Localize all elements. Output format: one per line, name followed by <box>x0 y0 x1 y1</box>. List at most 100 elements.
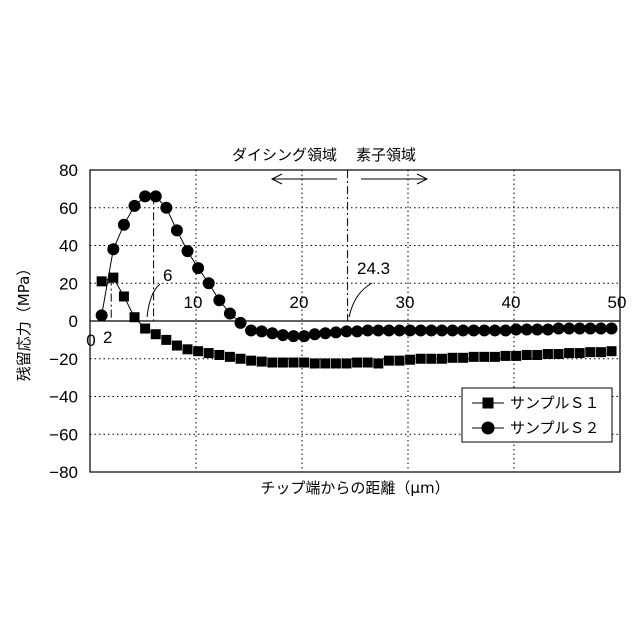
data-point-square <box>532 350 542 360</box>
data-point-square <box>310 358 320 368</box>
data-point-circle <box>542 323 554 335</box>
data-point-circle <box>489 324 501 336</box>
data-point-circle <box>341 325 353 337</box>
y-tick-label: 0 <box>69 312 78 331</box>
data-point-circle <box>288 330 300 342</box>
data-point-circle <box>309 328 321 340</box>
data-point-circle <box>372 324 384 336</box>
data-point-square <box>490 352 500 362</box>
peak-label: 6 <box>163 266 172 285</box>
data-point-circle <box>171 224 183 236</box>
x-tick-label: 30 <box>396 293 415 312</box>
data-point-circle <box>563 323 575 335</box>
data-point-square <box>607 346 617 356</box>
data-point-circle <box>436 324 448 336</box>
data-point-circle <box>553 323 565 335</box>
data-point-square <box>448 353 458 363</box>
data-point-circle <box>256 325 268 337</box>
data-point-circle <box>298 330 310 342</box>
data-point-square <box>384 356 394 366</box>
data-point-square <box>183 344 193 354</box>
data-point-square <box>299 358 309 368</box>
data-point-square <box>140 324 150 334</box>
data-point-square <box>395 356 405 366</box>
region-label-element: 素子領域 <box>356 146 416 164</box>
data-point-square <box>267 358 277 368</box>
marker-label: 2 <box>103 328 112 347</box>
data-point-circle <box>96 309 108 321</box>
data-point-square <box>257 357 267 367</box>
data-point-circle <box>394 324 406 336</box>
data-point-circle <box>245 324 257 336</box>
data-point-circle <box>192 262 204 274</box>
x-axis-title: チップ端からの距離（μm） <box>260 479 449 497</box>
data-point-circle <box>330 326 342 338</box>
y-tick-label: 60 <box>59 199 78 218</box>
data-point-square <box>225 352 235 362</box>
y-tick-label: −60 <box>49 425 78 444</box>
data-point-circle <box>457 324 469 336</box>
data-point-square <box>458 353 468 363</box>
data-point-square <box>543 349 553 359</box>
data-point-square <box>596 347 606 357</box>
data-point-circle <box>383 324 395 336</box>
data-point-square <box>320 358 330 368</box>
data-point-square <box>405 355 415 365</box>
data-point-circle <box>595 323 607 335</box>
data-point-circle <box>129 200 141 212</box>
data-point-square <box>161 335 171 345</box>
data-point-circle <box>139 190 151 202</box>
data-point-square <box>373 358 383 368</box>
data-point-square <box>97 276 107 286</box>
x-tick-label: 50 <box>608 293 627 312</box>
data-point-circle <box>182 245 194 257</box>
data-point-circle <box>319 327 331 339</box>
data-point-square <box>554 349 564 359</box>
data-point-square <box>278 358 288 368</box>
x-tick-label: 20 <box>290 293 309 312</box>
data-point-circle <box>425 324 437 336</box>
data-point-square <box>130 312 140 322</box>
y-axis-title: 残留応力（MPa） <box>15 261 33 382</box>
data-point-circle <box>203 277 215 289</box>
x-tick-label: 0 <box>86 331 95 350</box>
data-point-circle <box>362 324 374 336</box>
data-point-circle <box>606 323 618 335</box>
data-point-square <box>289 358 299 368</box>
y-tick-label: 80 <box>59 161 78 180</box>
data-point-circle <box>266 327 278 339</box>
data-point-square <box>214 350 224 360</box>
data-point-circle <box>521 323 533 335</box>
data-point-square <box>236 354 246 364</box>
data-point-square <box>352 358 362 368</box>
y-tick-label: −80 <box>49 463 78 482</box>
data-point-circle <box>107 243 119 255</box>
data-point-square <box>246 356 256 366</box>
data-point-square <box>108 273 118 283</box>
data-point-square <box>331 358 341 368</box>
data-point-circle <box>574 323 586 335</box>
data-point-circle <box>404 324 416 336</box>
data-point-square <box>575 348 585 358</box>
boundary-label: 24.3 <box>357 259 390 278</box>
data-point-circle <box>415 324 427 336</box>
data-point-square <box>585 347 595 357</box>
legend-marker-s2 <box>482 422 495 435</box>
legend: サンプルＳ１ サンプルＳ２ <box>462 388 612 442</box>
data-point-square <box>479 352 489 362</box>
data-point-square <box>469 352 479 362</box>
data-point-circle <box>510 323 522 335</box>
data-point-circle <box>478 324 490 336</box>
data-point-square <box>342 358 352 368</box>
data-point-square <box>363 358 373 368</box>
data-point-circle <box>160 202 172 214</box>
data-point-circle <box>224 307 236 319</box>
y-tick-label: −20 <box>49 350 78 369</box>
x-tick-label: 40 <box>502 293 521 312</box>
x-tick-label: 10 <box>184 293 203 312</box>
data-point-square <box>151 329 161 339</box>
y-tick-label: 20 <box>59 274 78 293</box>
data-point-square <box>501 351 511 361</box>
data-point-square <box>564 348 574 358</box>
